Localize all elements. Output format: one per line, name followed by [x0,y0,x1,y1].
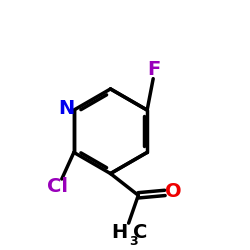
Text: 3: 3 [129,235,138,248]
Text: C: C [134,223,148,242]
Text: Cl: Cl [47,177,68,196]
Text: F: F [147,60,160,79]
Text: N: N [58,99,74,118]
Text: O: O [165,182,182,202]
Text: H: H [111,223,128,242]
